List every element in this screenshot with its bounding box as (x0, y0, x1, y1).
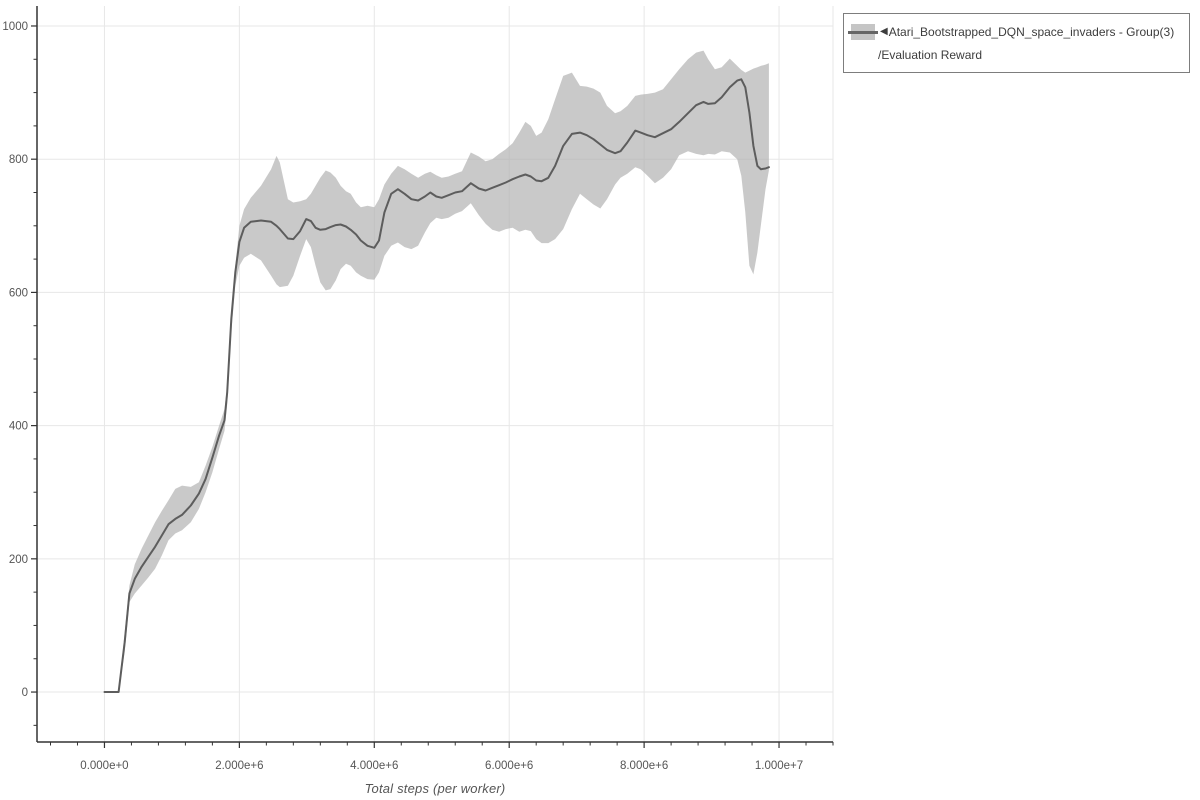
legend-line-swatch (848, 30, 878, 34)
x-axis-title: Total steps (per worker) (364, 781, 506, 796)
legend[interactable]: ◀ Atari_Bootstrapped_DQN_space_invaders … (843, 13, 1190, 73)
collapse-triangle-icon[interactable]: ◀ (880, 26, 888, 37)
y-tick-label: 200 (9, 554, 28, 566)
legend-entry[interactable]: ◀ Atari_Bootstrapped_DQN_space_invaders … (848, 24, 1181, 40)
x-tick-label: 4.000e+6 (350, 760, 398, 772)
y-tick-label: 800 (9, 154, 28, 166)
x-tick-label: 1.000e+7 (755, 760, 803, 772)
y-tick-label: 0 (22, 687, 28, 699)
x-tick-label: 2.000e+6 (215, 760, 263, 772)
legend-band-line-swatch (848, 24, 878, 40)
legend-series-name: Atari_Bootstrapped_DQN_space_invaders - … (888, 25, 1175, 39)
x-tick-label: 8.000e+6 (620, 760, 668, 772)
legend-metric-name: /Evaluation Reward (878, 48, 983, 62)
confidence-band (104, 50, 769, 693)
y-tick-label: 400 (9, 421, 28, 433)
y-tick-label: 600 (9, 287, 28, 299)
x-tick-label: 0.000e+0 (80, 760, 128, 772)
y-tick-label: 1000 (2, 21, 28, 33)
x-tick-label: 6.000e+6 (485, 760, 533, 772)
mean-line (103, 78, 770, 693)
